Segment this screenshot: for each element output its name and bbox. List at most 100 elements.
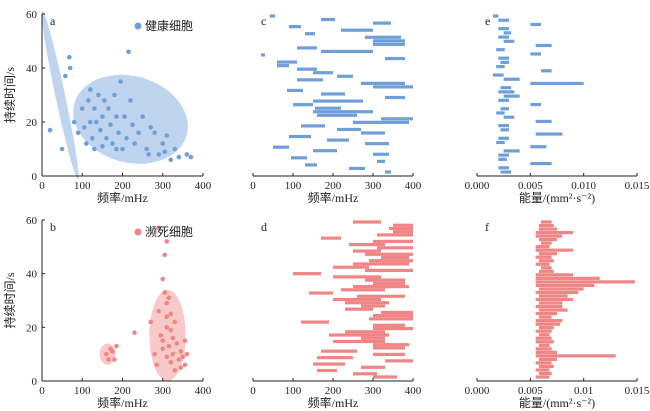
x-axis-label: 能量/(mm²·s⁻²)	[519, 396, 595, 410]
x-axis-label: 频率/mHz	[97, 395, 148, 410]
x-tick-label: 0.015	[625, 180, 650, 192]
y-axis-label: 持续时间/s	[2, 272, 17, 328]
range-bar	[297, 67, 317, 71]
x-tick-label: 0	[250, 385, 256, 397]
range-bar	[393, 223, 413, 227]
y-tick-label: 20	[26, 322, 38, 334]
scatter-point	[164, 239, 170, 244]
range-bar	[500, 60, 509, 64]
range-bar	[538, 326, 554, 330]
range-bar	[538, 294, 568, 298]
range-bar	[301, 320, 329, 324]
range-bar	[535, 255, 552, 259]
scatter-point	[164, 133, 170, 138]
range-bar	[535, 297, 573, 302]
range-bar	[496, 48, 505, 52]
scatter-point	[120, 146, 125, 152]
range-bar	[538, 333, 550, 337]
range-bar	[535, 132, 563, 136]
range-bar	[498, 35, 509, 39]
scatter-point	[178, 349, 184, 354]
range-bar	[373, 21, 391, 25]
range-bar	[373, 314, 413, 318]
x-tick-label: 0.005	[518, 180, 543, 192]
range-bar	[535, 336, 552, 340]
scatter-point	[162, 290, 168, 295]
x-tick-label: 200	[114, 180, 131, 192]
scatter-point	[104, 351, 109, 357]
range-bar	[381, 310, 413, 315]
range-bar	[353, 120, 409, 124]
scatter-point	[168, 157, 174, 163]
y-tick-label: 0	[32, 376, 38, 388]
range-bar	[498, 157, 507, 161]
range-bar	[361, 81, 405, 85]
x-tick-label: 0	[39, 180, 45, 192]
range-bar	[365, 35, 401, 39]
range-bar	[373, 85, 413, 89]
range-bar	[498, 136, 509, 140]
scatter-point	[172, 146, 178, 152]
x-tick-label: 0.000	[465, 385, 490, 397]
range-bar	[373, 281, 405, 285]
range-bar	[289, 134, 311, 139]
range-bar	[361, 365, 385, 369]
range-bar	[503, 115, 515, 119]
range-bar	[503, 77, 520, 81]
range-bar	[261, 53, 265, 57]
scatter-point	[114, 146, 119, 152]
x-tick-label: 100	[285, 180, 302, 192]
range-bar	[496, 140, 505, 145]
range-bar	[535, 245, 550, 249]
y-tick-label: 40	[26, 269, 38, 281]
range-bar	[293, 103, 313, 107]
y-tick-label: 40	[26, 63, 38, 75]
range-bar	[373, 326, 413, 331]
x-tick-label: 200	[325, 385, 342, 397]
range-bar	[541, 241, 552, 245]
y-tick-label: 0	[32, 171, 38, 183]
range-bar	[353, 284, 409, 289]
panel-letter: e	[485, 14, 490, 28]
scatter-point	[156, 308, 162, 314]
panel-letter: d	[261, 220, 267, 234]
range-bar	[373, 152, 389, 156]
range-bar	[329, 333, 389, 337]
range-bar	[349, 166, 365, 171]
range-bar	[538, 238, 557, 242]
range-bar	[373, 343, 409, 347]
panel-b: 0 20 40 60 持续时间/s 濒死细胞 0 100 200 300 400 频率/mHz b	[2, 215, 212, 410]
scatter-point	[92, 146, 97, 152]
range-bar	[535, 354, 616, 358]
x-axis-label: 频率/mHz	[97, 190, 148, 205]
range-bar	[498, 56, 509, 60]
scatter-point	[180, 354, 186, 360]
range-bar	[496, 111, 505, 115]
x-tick-label: 400	[405, 180, 422, 192]
range-bar	[361, 336, 385, 340]
scatter-point	[164, 314, 170, 319]
scatter-point	[146, 152, 151, 157]
range-bar	[373, 352, 405, 356]
range-bar	[538, 343, 550, 347]
scatter-point	[108, 122, 113, 127]
range-bar	[321, 17, 335, 22]
range-bar	[333, 275, 381, 279]
range-bar	[535, 347, 552, 351]
scatter-point	[184, 152, 190, 157]
range-bar	[369, 317, 413, 321]
range-bar	[337, 127, 361, 132]
scatter-point	[174, 341, 180, 346]
scatter-point	[112, 92, 117, 98]
range-bar	[393, 230, 413, 234]
range-bar	[538, 371, 552, 376]
scatter-point	[106, 357, 111, 362]
range-bar	[269, 14, 275, 18]
legend-marker	[134, 22, 142, 30]
scatter-point	[110, 349, 115, 354]
range-bar	[333, 339, 385, 344]
scatter-point	[102, 98, 107, 103]
range-bar	[538, 315, 552, 319]
range-bar	[535, 350, 557, 354]
range-bar	[530, 52, 541, 56]
